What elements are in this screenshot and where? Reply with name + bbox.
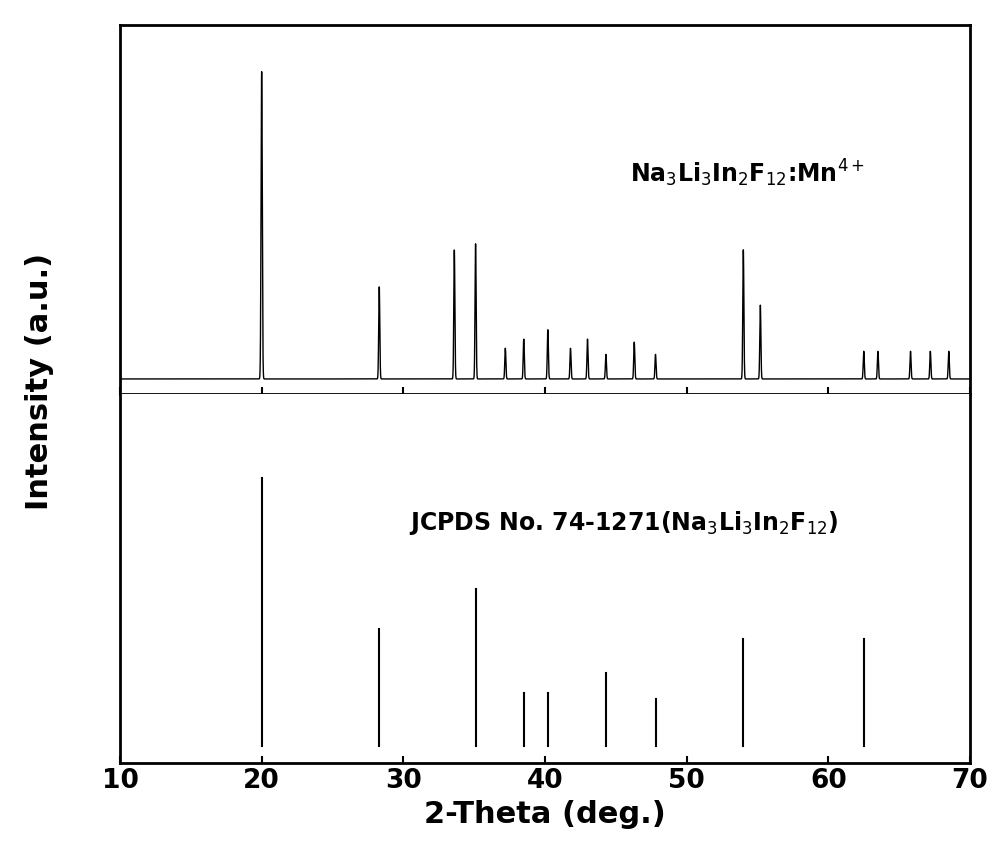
Text: Na$_3$Li$_3$In$_2$F$_{12}$:Mn$^{4+}$: Na$_3$Li$_3$In$_2$F$_{12}$:Mn$^{4+}$ (630, 157, 865, 189)
Text: JCPDS No. 74-1271(Na$_3$Li$_3$In$_2$F$_{12}$): JCPDS No. 74-1271(Na$_3$Li$_3$In$_2$F$_{… (409, 510, 839, 538)
Text: Intensity (a.u.): Intensity (a.u.) (25, 253, 55, 510)
X-axis label: 2-Theta (deg.): 2-Theta (deg.) (424, 800, 666, 828)
